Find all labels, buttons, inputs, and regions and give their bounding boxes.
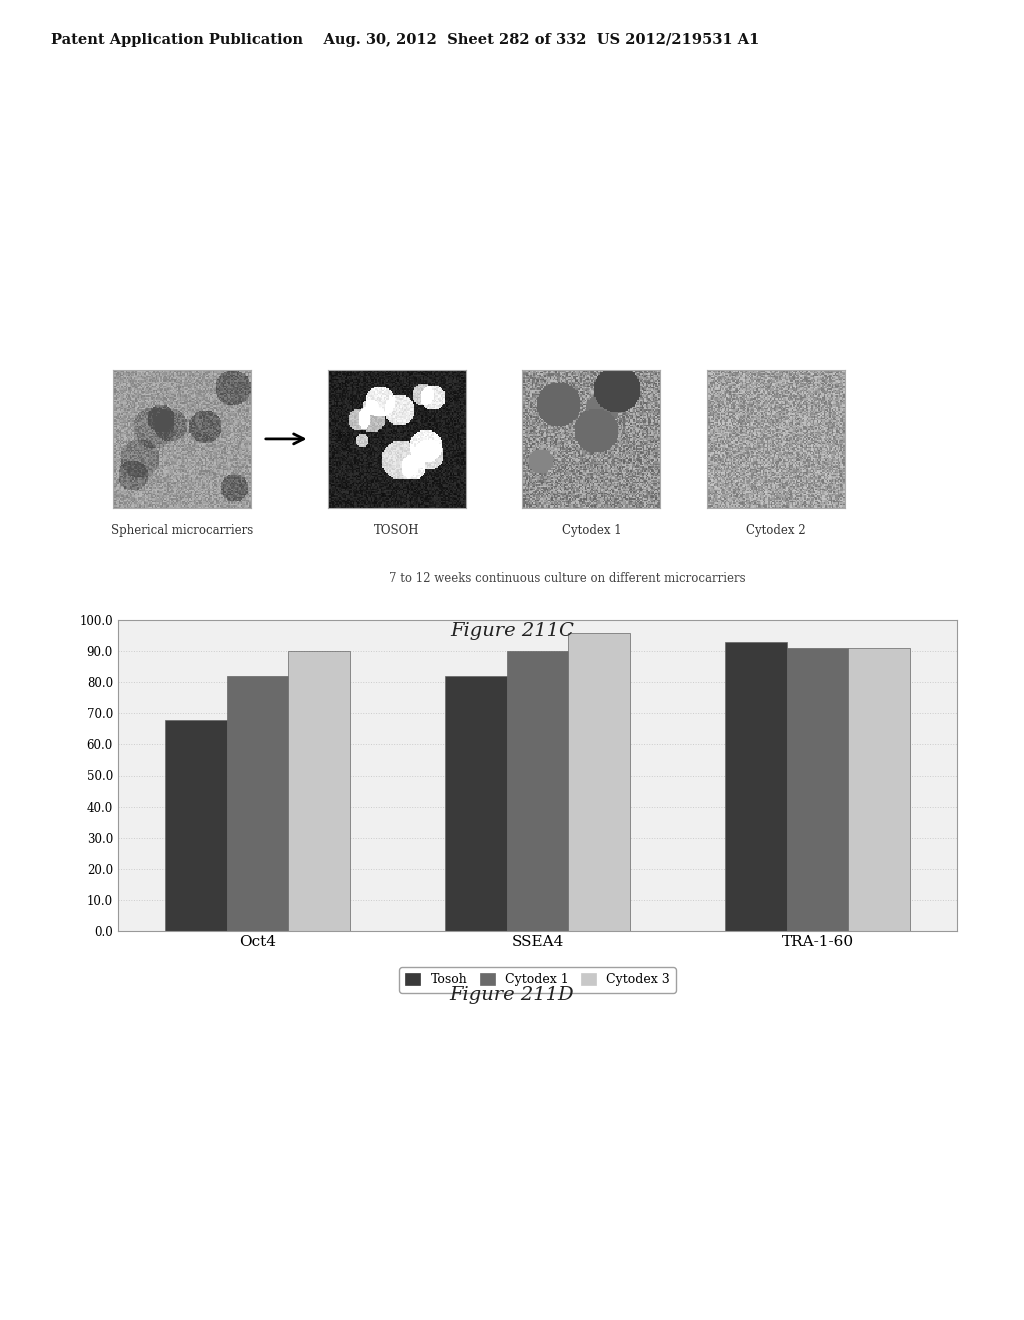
Bar bbox=[725, 642, 786, 931]
Bar bbox=[227, 676, 289, 931]
Text: Patent Application Publication    Aug. 30, 2012  Sheet 282 of 332  US 2012/21953: Patent Application Publication Aug. 30, … bbox=[51, 33, 760, 48]
Bar bbox=[165, 719, 227, 931]
Text: 7 to 12 weeks continuous culture on different microcarriers: 7 to 12 weeks continuous culture on diff… bbox=[389, 572, 745, 585]
Text: Figure 211C: Figure 211C bbox=[451, 622, 573, 640]
Bar bbox=[445, 676, 507, 931]
Text: TOSOH: TOSOH bbox=[374, 524, 420, 537]
Text: Figure 211D: Figure 211D bbox=[450, 986, 574, 1005]
Text: Cytodex 1: Cytodex 1 bbox=[561, 524, 622, 537]
Text: Cytodex 2: Cytodex 2 bbox=[745, 524, 806, 537]
Bar bbox=[848, 648, 910, 931]
Legend: Tosoh, Cytodex 1, Cytodex 3: Tosoh, Cytodex 1, Cytodex 3 bbox=[399, 968, 676, 993]
Bar bbox=[289, 652, 350, 931]
Bar bbox=[507, 652, 568, 931]
Bar bbox=[786, 648, 848, 931]
Bar bbox=[568, 632, 630, 931]
Text: Spherical microcarriers: Spherical microcarriers bbox=[111, 524, 253, 537]
